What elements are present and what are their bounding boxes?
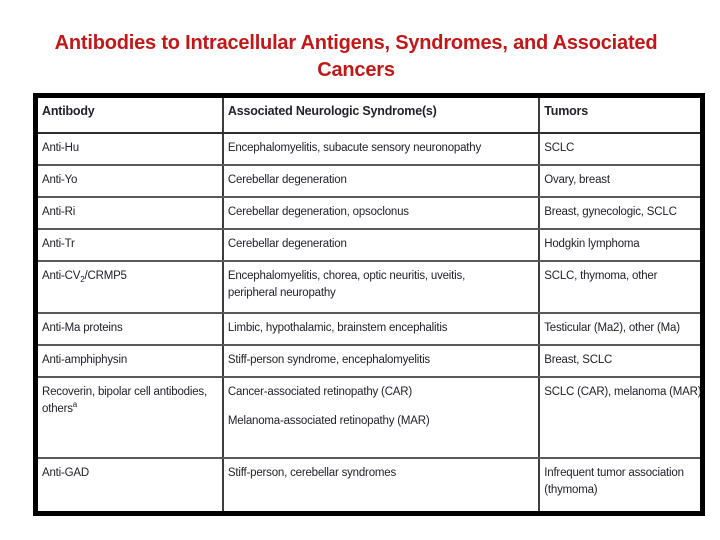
table-row: Anti-Yo Cerebellar degeneration Ovary, bre… xyxy=(34,164,704,198)
cell-tumors: SCLC, thymoma, other xyxy=(538,260,704,314)
table-row: Anti-GAD Stiff-person, cerebellar syndrom… xyxy=(34,457,704,514)
table-row: Anti-Ri Cerebellar degeneration, opsoclon… xyxy=(34,196,704,230)
cell-tumors: SCLC xyxy=(538,132,704,166)
table-row: Recoverin, bipolar cell antibodies, othe… xyxy=(34,376,704,459)
table-row: Anti-Tr Cerebellar degeneration Hodgkin ly… xyxy=(34,228,704,262)
cell-text: Anti-Hu xyxy=(42,142,79,154)
cell-text: Breast, gynecologic, SCLC xyxy=(544,206,677,218)
cell-tumors: Infrequent tumor association (thymoma) xyxy=(538,457,704,514)
cell-text: Recoverin, bipolar cell antibodies, othe… xyxy=(42,386,207,415)
cell-text: Breast, SCLC xyxy=(544,354,613,366)
cell-text: Melanoma-associated retinopathy (MAR) xyxy=(227,415,430,427)
cell-antibody: Recoverin, bipolar cell antibodies, othe… xyxy=(34,376,224,459)
cell-text: Anti-GAD xyxy=(42,467,89,479)
title-line-1: Antibodies to Intracellular Antigens, Sy… xyxy=(54,32,658,54)
table-body: Anti-Hu Encephalomyelitis, subacute senso… xyxy=(34,132,704,514)
cell-antibody: Anti-Hu xyxy=(34,132,224,166)
column-header-antibody: Antibody xyxy=(34,94,224,134)
cell-text: Limbic, hypothalamic, brainstem encephal… xyxy=(227,322,448,334)
cell-text: Cerebellar degeneration xyxy=(227,238,347,250)
cell-text: Encephalomyelitis, chorea, optic neuriti… xyxy=(227,270,466,299)
cell-tumors: Ovary, breast xyxy=(538,164,704,198)
cell-text: Cerebellar degeneration, opsoclonus xyxy=(227,206,409,218)
cell-antibody: Anti-Tr xyxy=(34,228,224,262)
antibody-table: Antibody Associated Neurologic Syndrome(… xyxy=(33,93,705,516)
cell-text: Cerebellar degeneration xyxy=(227,174,347,186)
cell-text: Encephalomyelitis, subacute sensory neur… xyxy=(227,142,482,154)
cell-syndrome: Stiff-person, cerebellar syndromes xyxy=(221,457,541,514)
cell-syndrome: Cerebellar degeneration xyxy=(221,164,541,198)
table-row: Anti-Ma proteins Limbic, hypothalamic, br… xyxy=(34,312,704,346)
column-header-syndrome: Associated Neurologic Syndrome(s) xyxy=(221,94,541,134)
cell-text: Stiff-person syndrome, encephalomyelitis xyxy=(227,354,430,366)
cell-text: SCLC, thymoma, other xyxy=(544,270,658,282)
cell-text: Anti-CV2/CRMP5 xyxy=(42,270,127,284)
cell-text: Anti-Tr xyxy=(42,238,75,250)
table-row: Anti-amphiphysin Stiff-person syndrome, e… xyxy=(34,344,704,378)
cell-antibody: Anti-Yo xyxy=(34,164,224,198)
title-line-2: Cancers xyxy=(317,59,395,81)
cell-text: Anti-Ma proteins xyxy=(42,322,123,334)
cell-syndrome: Cancer-associated retinopathy (CAR) Melan… xyxy=(221,376,541,459)
column-header-tumors: Tumors xyxy=(538,94,704,134)
cell-text: SCLC (CAR), melanoma (MAR) xyxy=(544,386,702,398)
cell-syndrome: Cerebellar degeneration xyxy=(221,228,541,262)
cell-syndrome: Encephalomyelitis, chorea, optic neuriti… xyxy=(221,260,541,314)
cell-text: SCLC xyxy=(544,142,575,154)
cell-antibody: Anti-GAD xyxy=(34,457,224,514)
cell-antibody: Anti-Ri xyxy=(34,196,224,230)
cell-text: Anti-Ri xyxy=(42,206,76,218)
cell-tumors: Testicular (Ma2), other (Ma) xyxy=(538,312,704,346)
cell-antibody: Anti-amphiphysin xyxy=(34,344,224,378)
cell-syndrome: Limbic, hypothalamic, brainstem encephal… xyxy=(221,312,541,346)
cell-text: Testicular (Ma2), other (Ma) xyxy=(544,322,680,334)
cell-tumors: Hodgkin lymphoma xyxy=(538,228,704,262)
table-row: Anti-Hu Encephalomyelitis, subacute senso… xyxy=(34,132,704,166)
cell-text: Hodgkin lymphoma xyxy=(544,238,640,250)
cell-text: Anti-Yo xyxy=(42,174,78,186)
cell-tumors: Breast, gynecologic, SCLC xyxy=(538,196,704,230)
cell-syndrome: Stiff-person syndrome, encephalomyelitis xyxy=(221,344,541,378)
table-row: Anti-CV2/CRMP5 Encephalomyelitis, chorea,… xyxy=(34,260,704,314)
cell-text: Ovary, breast xyxy=(544,174,610,186)
cell-text: Anti-amphiphysin xyxy=(42,354,128,366)
cell-antibody: Anti-CV2/CRMP5 xyxy=(34,260,224,314)
cell-text: Cancer-associated retinopathy (CAR) xyxy=(227,386,412,398)
cell-syndrome: Cerebellar degeneration, opsoclonus xyxy=(221,196,541,230)
page-title: Antibodies to Intracellular Antigens, Sy… xyxy=(4,30,708,84)
cell-tumors: SCLC (CAR), melanoma (MAR) xyxy=(538,376,704,459)
cell-text: Infrequent tumor association (thymoma) xyxy=(544,467,684,496)
table-header-row: Antibody Associated Neurologic Syndrome(… xyxy=(34,94,704,134)
cell-text: Stiff-person, cerebellar syndromes xyxy=(227,467,397,479)
cell-antibody: Anti-Ma proteins xyxy=(34,312,224,346)
cell-tumors: Breast, SCLC xyxy=(538,344,704,378)
cell-syndrome: Encephalomyelitis, subacute sensory neur… xyxy=(221,132,541,166)
